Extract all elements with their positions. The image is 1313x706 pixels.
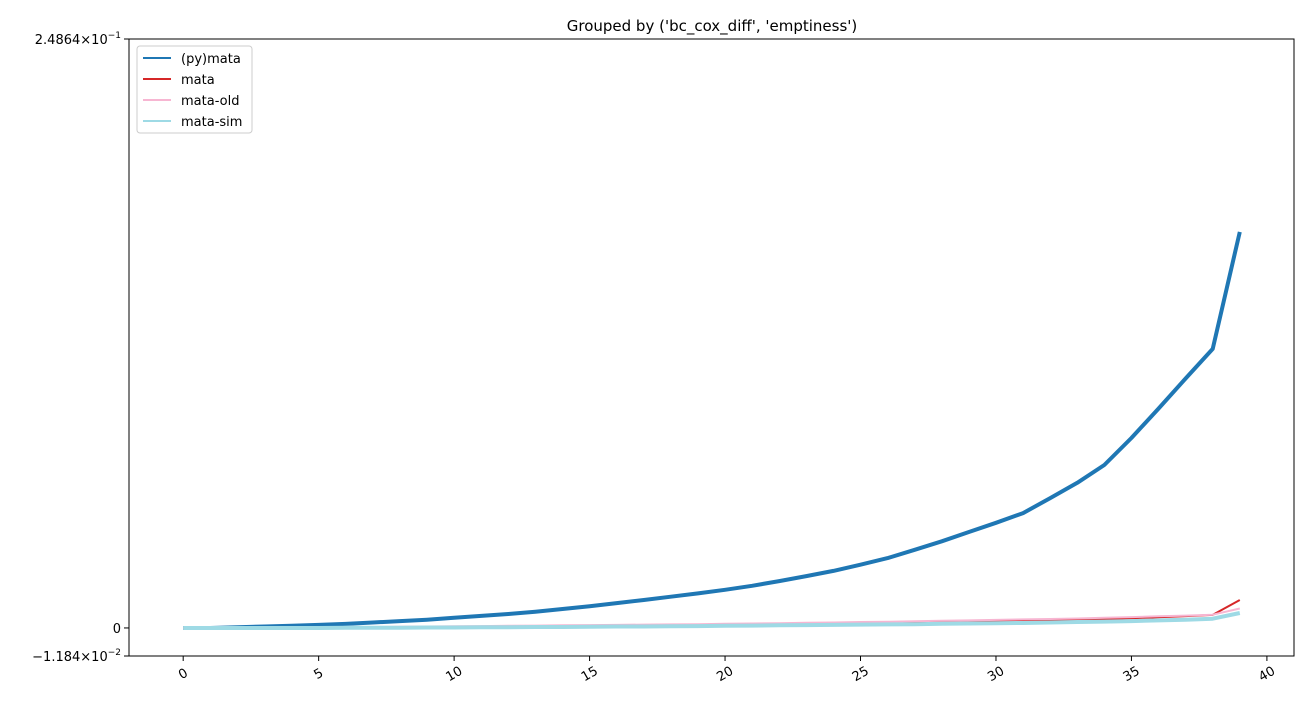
x-tick-label: 25 — [850, 664, 872, 685]
x-tick-label: 10 — [443, 664, 465, 685]
legend: (py)mata mata mata-old mata-sim — [136, 45, 253, 134]
x-tick-label: 35 — [1121, 664, 1143, 685]
y-tick-label: −1.184×10−2 — [32, 648, 121, 665]
legend-box — [136, 45, 253, 134]
x-tick-label: 20 — [714, 664, 736, 685]
series-lines — [183, 231, 1242, 630]
y-tick-label: 0 — [113, 622, 121, 637]
y-tick-exponent: −2 — [108, 648, 121, 658]
x-tick-label: 40 — [1256, 664, 1278, 685]
y-tick-exponent: −1 — [108, 31, 121, 41]
y-tick-base: 10 — [91, 650, 108, 665]
series-line-mata-sim — [183, 611, 1241, 630]
y-axis: 2.4864×10−10−1.184×10−2 — [32, 31, 129, 665]
y-tick-times: × — [80, 33, 91, 48]
x-tick-label: 30 — [985, 664, 1007, 685]
chart-title: Grouped by ('bc_cox_diff', 'emptiness') — [567, 17, 858, 36]
legend-label: mata-old — [181, 94, 239, 109]
y-tick-label: 2.4864×10−1 — [35, 31, 121, 48]
y-tick-times: × — [80, 650, 91, 665]
legend-label: mata-sim — [181, 115, 242, 130]
series-line-py-mata — [183, 231, 1242, 630]
y-tick-mantissa: −1.184 — [32, 650, 80, 665]
plot-frame — [128, 38, 1295, 657]
x-tick-label: 15 — [579, 664, 601, 685]
legend-label: mata — [181, 73, 215, 88]
y-tick-base: 10 — [91, 33, 108, 48]
legend-label: (py)mata — [181, 52, 241, 67]
y-tick-mantissa: 2.4864 — [35, 33, 81, 48]
